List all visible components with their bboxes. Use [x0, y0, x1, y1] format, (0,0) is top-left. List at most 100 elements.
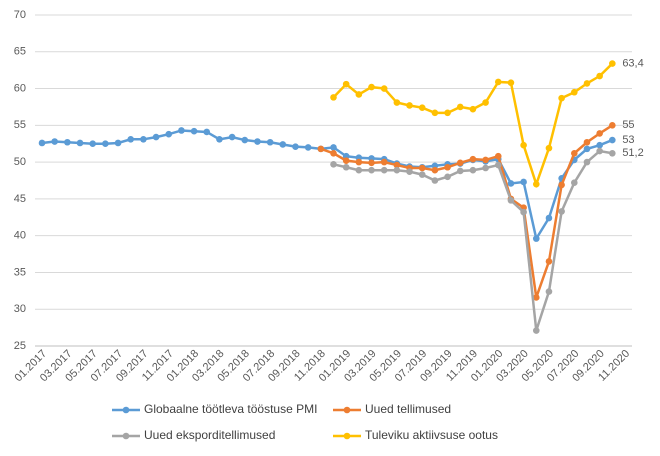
data-point: [368, 166, 375, 174]
data-point: [609, 149, 616, 157]
data-point: [431, 166, 439, 174]
data-point: [241, 136, 249, 144]
y-tick-label: 55: [14, 119, 26, 131]
data-point: [469, 105, 477, 113]
data-point: [558, 181, 565, 189]
series-line: [41, 129, 613, 242]
data-point: [355, 91, 363, 98]
data-point: [482, 156, 489, 164]
data-point: [102, 140, 109, 148]
data-point: [507, 197, 515, 204]
data-label: 55: [622, 119, 634, 131]
data-point: [596, 147, 603, 155]
y-tick-label: 45: [14, 193, 26, 205]
data-point: [342, 157, 350, 164]
data-point: [494, 161, 502, 169]
data-point: [494, 78, 502, 86]
legend-label: Globaalne töötleva tööstuse PMI: [144, 402, 317, 416]
data-point: [64, 138, 71, 146]
data-point: [165, 130, 173, 138]
data-point: [380, 158, 388, 166]
data-point: [583, 80, 591, 87]
data-point: [418, 104, 426, 111]
data-point: [380, 85, 388, 92]
y-tick-label: 30: [14, 303, 26, 315]
data-point: [279, 141, 287, 148]
data-point: [520, 141, 527, 149]
legend: Globaalne töötleva tööstuse PMI Uued tell…: [112, 402, 498, 442]
y-tick-label: 25: [14, 340, 26, 352]
data-point: [558, 94, 565, 102]
data-point: [342, 163, 350, 171]
data-point: [368, 159, 375, 167]
data-point: [418, 164, 426, 172]
legend-marker: [122, 406, 130, 414]
data-point: [178, 127, 185, 134]
data-point: [368, 83, 375, 91]
data-point: [114, 139, 122, 147]
y-tick-label: 50: [14, 156, 26, 168]
data-point: [304, 144, 312, 151]
legend-marker: [122, 432, 130, 440]
data-point: [127, 136, 135, 143]
data-point: [216, 136, 223, 143]
data-point: [532, 180, 540, 188]
data-point: [330, 94, 337, 101]
legend-label: Tuleviku aktiivsuse ootus: [365, 428, 498, 442]
y-tick-label: 70: [14, 9, 26, 21]
data-point: [444, 163, 451, 171]
data-point: [393, 161, 401, 169]
data-point: [482, 99, 489, 106]
data-point: [342, 80, 350, 88]
data-label: 53: [622, 134, 634, 146]
data-point: [545, 144, 553, 152]
data-label: 51,2: [622, 147, 643, 159]
legend-label: Uued tellimused: [365, 402, 451, 416]
data-point: [152, 133, 160, 141]
data-point: [507, 79, 515, 86]
data-point: [583, 158, 591, 166]
data-point: [520, 178, 527, 186]
data-point: [558, 208, 565, 215]
legend-marker: [343, 432, 351, 440]
data-point: [532, 327, 540, 334]
data-point: [203, 128, 211, 136]
series-line: [333, 149, 613, 331]
data-point: [469, 166, 477, 174]
data-point: [583, 138, 591, 146]
data-point: [330, 149, 337, 157]
data-point: [140, 136, 147, 143]
data-point: [406, 102, 413, 109]
data-point: [431, 177, 439, 184]
data-point: [51, 138, 58, 145]
legend-marker: [343, 406, 351, 414]
data-point: [469, 155, 477, 163]
data-point: [532, 235, 540, 242]
data-point: [89, 140, 96, 148]
data-point: [571, 179, 578, 187]
data-point: [583, 145, 591, 153]
data-point: [596, 72, 603, 80]
y-tick-label: 35: [14, 266, 26, 278]
data-point: [292, 143, 299, 150]
data-point: [494, 152, 502, 160]
data-point: [380, 166, 388, 174]
y-tick-label: 65: [14, 46, 26, 58]
data-point: [444, 109, 451, 117]
data-point: [456, 159, 464, 167]
data-point: [456, 103, 464, 111]
data-point: [393, 166, 401, 174]
y-tick-label: 60: [14, 82, 26, 94]
data-point: [418, 171, 426, 178]
data-point: [596, 130, 603, 137]
data-point: [76, 139, 84, 147]
data-point: [406, 168, 413, 175]
data-point: [456, 167, 464, 175]
data-point: [228, 133, 236, 141]
data-point: [532, 294, 540, 301]
data-point: [393, 99, 401, 106]
data-label: 63,4: [622, 57, 643, 69]
data-point: [254, 138, 261, 145]
legend-label: Uued eksporditellimused: [144, 428, 275, 442]
